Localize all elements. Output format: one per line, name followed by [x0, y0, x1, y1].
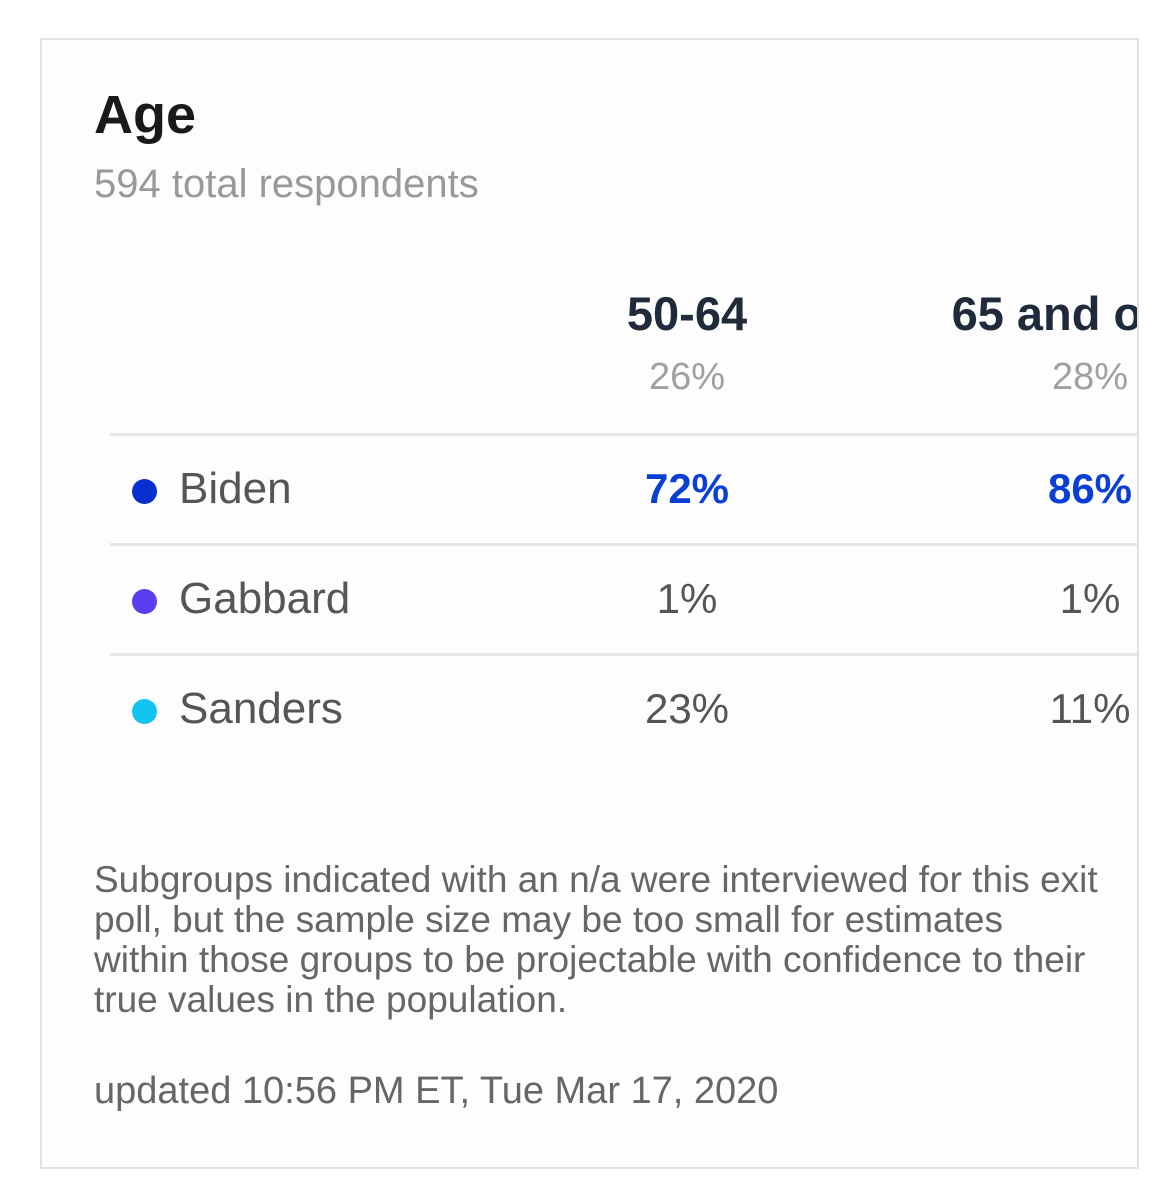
- candidate-name: Biden: [179, 464, 292, 513]
- legend-dot: [132, 479, 157, 504]
- candidate-name: Gabbard: [179, 574, 351, 623]
- column-label: 65 and older: [951, 287, 1137, 340]
- column-label: 50-64: [626, 287, 748, 340]
- updated-time: updated 10:56 PM ET, Tue Mar 17, 2020: [94, 1070, 779, 1112]
- subtitle: 594 total respondents: [94, 162, 479, 206]
- cell-value: 86%: [1047, 465, 1133, 512]
- cell-value: 72%: [644, 465, 730, 512]
- card: Age 594 total respondents Subgroups indi…: [40, 38, 1139, 1169]
- cell-value: 1%: [656, 575, 718, 622]
- legend-dot: [132, 699, 157, 724]
- row-divider: [110, 653, 1137, 656]
- column-share: 28%: [1051, 356, 1129, 398]
- cell-value: 23%: [644, 685, 730, 732]
- legend-dot: [132, 589, 157, 614]
- cell-value: 11%: [1049, 685, 1131, 732]
- row-divider: [110, 433, 1137, 436]
- footnote: Subgroups indicated with an n/a were int…: [94, 859, 1098, 1020]
- title: Age: [94, 85, 197, 145]
- row-divider: [110, 543, 1137, 546]
- candidate-name: Sanders: [179, 684, 343, 733]
- cell-value: 1%: [1059, 575, 1121, 622]
- column-share: 26%: [648, 356, 726, 398]
